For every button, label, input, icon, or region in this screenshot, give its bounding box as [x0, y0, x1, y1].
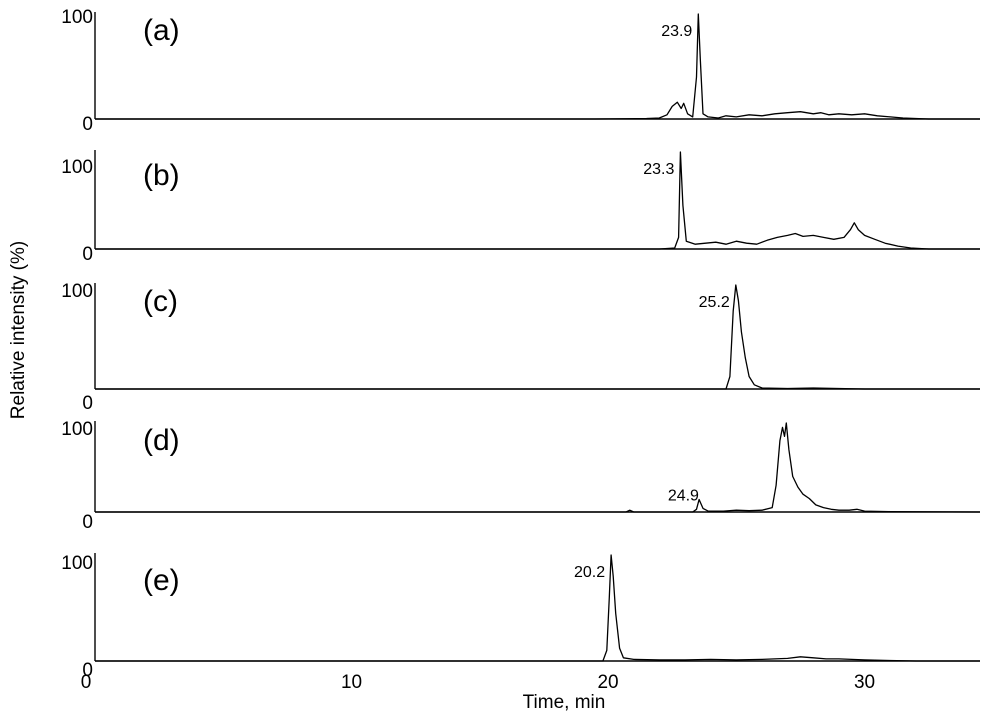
x-tick-label: 20	[597, 672, 618, 693]
panel-3: 100 0 (c) 25.2	[61, 281, 980, 414]
y-tick-label-100: 100	[61, 157, 93, 178]
y-tick-label-100: 100	[61, 419, 93, 440]
panel-label: (d)	[143, 424, 180, 457]
peak-label: 23.9	[661, 23, 692, 40]
panel-1: 100 0 (a) 23.9	[61, 7, 980, 135]
y-tick-label-0: 0	[82, 244, 93, 265]
x-tick-label: 30	[854, 672, 875, 693]
chromatogram-trace	[95, 13, 980, 120]
y-tick-label-0: 0	[82, 114, 93, 135]
y-tick-label-0: 0	[82, 660, 93, 681]
panel-2: 100 0 (b) 23.3	[61, 150, 980, 265]
y-tick-label-0: 0	[82, 512, 93, 533]
peak-label: 20.2	[574, 564, 605, 581]
peak-label: 23.3	[643, 161, 674, 178]
panel-5: 100 0 (e) 20.2	[61, 553, 980, 681]
panels-group: 100 0 (a) 23.9 100 0 (b) 23.3 100 0 (c) 25.2 100 0 (d)…	[61, 7, 981, 681]
y-tick-label-100: 100	[61, 281, 93, 302]
y-tick-label-100: 100	[61, 7, 93, 28]
panel-label: (b)	[143, 159, 180, 192]
panel-4: 100 0 (d) 24.9	[61, 419, 981, 533]
panel-label: (c)	[143, 285, 178, 318]
y-axis-title: Relative intensity (%)	[8, 241, 29, 419]
peak-label: 24.9	[668, 487, 699, 504]
x-axis-title: Time, min	[523, 692, 606, 713]
peak-label: 25.2	[699, 294, 730, 311]
x-tick-label: 10	[341, 672, 362, 693]
x-tick-label: 0	[81, 672, 92, 693]
chromatogram-trace	[95, 422, 981, 513]
panel-label: (a)	[143, 14, 180, 47]
y-tick-label-100: 100	[61, 553, 93, 574]
chromatogram-trace	[95, 554, 980, 662]
y-tick-label-0: 0	[82, 393, 93, 414]
chromatogram-trace	[95, 284, 980, 390]
chromatogram-trace	[95, 151, 980, 250]
panel-label: (e)	[143, 564, 180, 597]
x-axis: 0 10 20 30	[81, 672, 875, 693]
